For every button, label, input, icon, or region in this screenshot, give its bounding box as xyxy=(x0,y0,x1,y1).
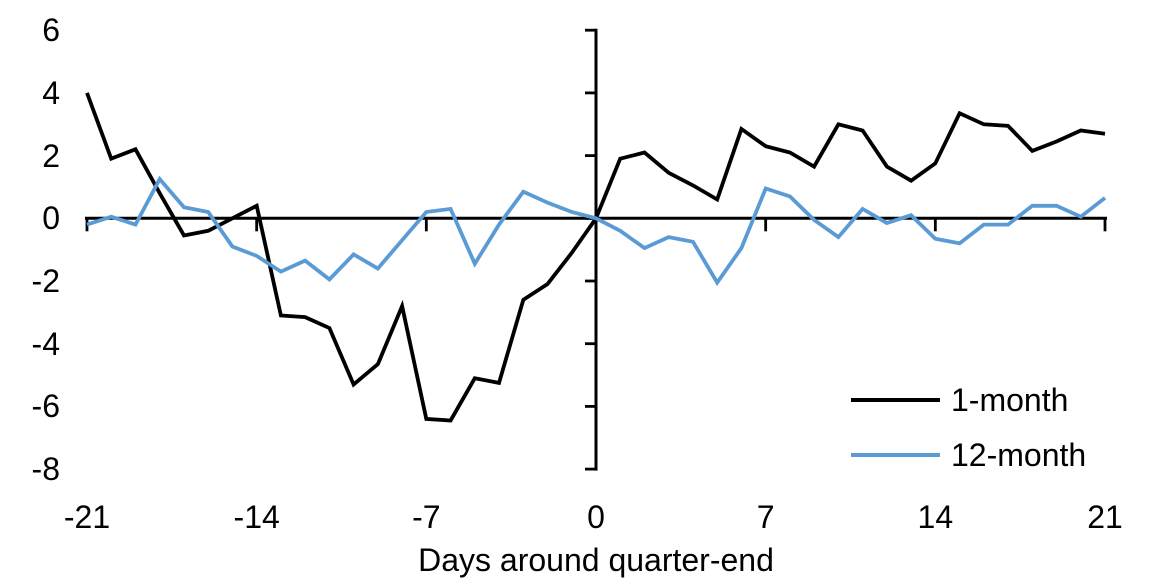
y-tick-label: 0 xyxy=(42,200,60,237)
legend: 1-month 12-month xyxy=(851,381,1086,474)
legend-label: 12-month xyxy=(951,437,1087,473)
x-tick-label: 0 xyxy=(587,499,605,535)
y-tick-label: 6 xyxy=(42,12,60,49)
x-tick-label: -14 xyxy=(233,499,280,535)
y-tick-label: 2 xyxy=(42,137,60,174)
legend-item-12-month: 12-month xyxy=(851,436,1086,474)
legend-line-sample-black xyxy=(851,398,940,402)
y-tick-label: -4 xyxy=(31,325,60,362)
x-axis-title: Days around quarter-end xyxy=(418,542,774,578)
series-line-12-month xyxy=(86,175,1107,287)
legend-line-sample-blue xyxy=(851,453,940,457)
x-tick-label: -21 xyxy=(63,499,111,535)
legend-item-1-month: 1-month xyxy=(851,381,1086,419)
x-tick-label: -7 xyxy=(412,499,441,535)
x-tick-label: 7 xyxy=(756,499,775,535)
y-tick-label: 4 xyxy=(42,74,60,111)
x-tick-label: 14 xyxy=(917,499,954,535)
y-tick-label: -8 xyxy=(31,451,60,488)
y-tick-label: -2 xyxy=(31,263,60,299)
legend-label: 1-month xyxy=(951,382,1069,418)
y-tick-label: -6 xyxy=(31,388,60,425)
x-tick-label: 21 xyxy=(1087,499,1123,535)
